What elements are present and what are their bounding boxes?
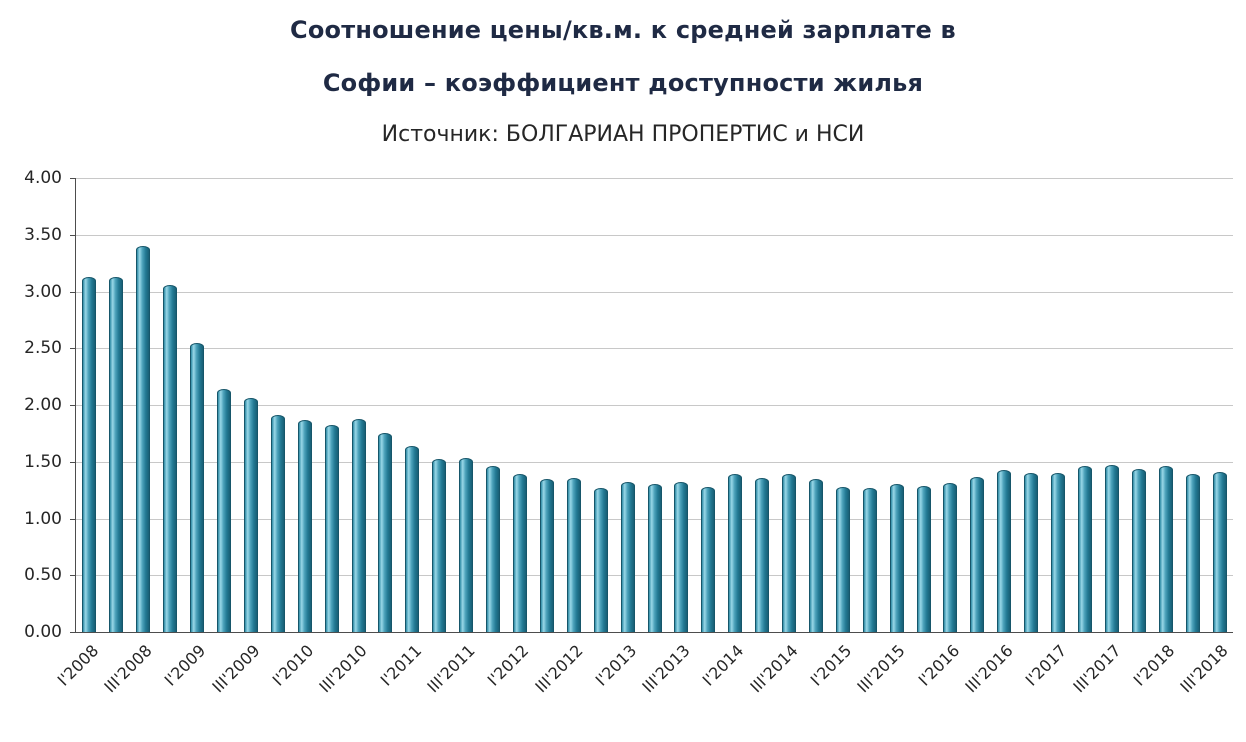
y-axis-tick [70, 575, 76, 576]
bar [459, 458, 474, 632]
x-axis-label: III'2017 [1069, 641, 1125, 697]
x-axis-label: III'2014 [746, 641, 802, 697]
x-axis-labels: I'2008 III'2008 I'2009 III'2009 I'2010 III'20… [53, 637, 1232, 737]
bar [593, 488, 608, 632]
x-axis-label: I'2012 [483, 641, 533, 690]
gridline [76, 348, 1233, 349]
bar [943, 483, 958, 632]
y-axis-label: 2.00 [24, 395, 62, 415]
chart-title-line1: Соотношение цены/кв.м. к средней зарплат… [290, 16, 956, 44]
bar [82, 277, 97, 632]
bar [782, 474, 797, 632]
bar [486, 466, 501, 632]
gridline [76, 292, 1233, 293]
y-axis-tick [70, 519, 76, 520]
bar [701, 487, 716, 632]
bar [647, 484, 662, 632]
y-axis-tick [70, 235, 76, 236]
bar [136, 246, 151, 632]
bar [216, 389, 231, 632]
y-axis-label: 1.00 [24, 509, 62, 529]
y-axis-labels: 0.00 0.50 1.00 1.50 2.00 2.50 3.00 3.50 4.00 [0, 168, 62, 642]
gridline [76, 405, 1233, 406]
gridline [76, 178, 1233, 179]
x-axis-label: III'2013 [638, 641, 694, 697]
x-axis-label: I'2017 [1021, 641, 1071, 690]
bar [1185, 474, 1200, 632]
x-axis-label: III'2012 [530, 641, 587, 697]
gridline [76, 462, 1233, 463]
x-axis-label: III'2008 [100, 641, 156, 697]
bar [1024, 473, 1039, 632]
y-axis-tick [70, 348, 76, 349]
bar [916, 486, 931, 632]
x-axis-label: I'2013 [591, 641, 641, 690]
y-axis-tick [70, 292, 76, 293]
chart-title-block: Соотношение цены/кв.м. к средней зарплат… [0, 16, 1246, 147]
bar [889, 484, 904, 632]
bar [970, 477, 985, 632]
x-axis-label: III'2009 [207, 641, 264, 697]
y-axis-tick [70, 632, 76, 633]
bar [163, 285, 178, 632]
bar [1104, 465, 1119, 632]
bar [297, 420, 312, 632]
bar [405, 446, 420, 632]
y-axis-label: 2.50 [24, 338, 62, 358]
x-axis-label: I'2015 [806, 641, 856, 690]
bar [1158, 466, 1173, 632]
x-axis-label: III'2018 [1176, 641, 1232, 697]
bar [674, 482, 689, 632]
x-axis-label: I'2009 [160, 641, 210, 690]
chart-title-line2: Софии – коэффициент доступности жилья [322, 69, 924, 97]
bar [835, 487, 850, 632]
plot-area [70, 178, 1233, 633]
bar [539, 479, 554, 632]
y-axis-label: 1.50 [24, 452, 62, 472]
x-axis-label: I'2016 [914, 641, 963, 690]
x-axis-label: I'2008 [53, 641, 102, 690]
y-axis-label: 0.00 [24, 622, 62, 642]
x-axis-label: III'2010 [315, 641, 371, 697]
bar [1051, 473, 1066, 632]
bar [512, 474, 527, 632]
y-axis-label: 4.00 [24, 168, 62, 188]
bar [862, 488, 877, 632]
x-axis-label: I'2014 [698, 641, 748, 690]
bar [1212, 472, 1227, 632]
y-axis-tick [70, 405, 76, 406]
bar [351, 419, 366, 632]
bar [755, 478, 770, 632]
bar [808, 479, 823, 632]
chart-source-line: Источник: БОЛГАРИАН ПРОПЕРТИС и НСИ [381, 122, 865, 147]
bar [243, 398, 258, 632]
x-axis-label: I'2018 [1129, 641, 1179, 690]
x-axis-label: I'2011 [376, 641, 425, 690]
bar [109, 277, 124, 632]
bar [190, 343, 205, 632]
y-axis-label: 3.50 [24, 225, 62, 245]
bar [1131, 469, 1146, 632]
y-axis-label: 3.00 [24, 282, 62, 302]
bar [1078, 466, 1092, 632]
bar [566, 478, 581, 632]
bar [620, 482, 635, 632]
x-axis-label: III'2011 [423, 641, 479, 697]
gridline [76, 235, 1233, 236]
y-axis-tick [70, 178, 76, 179]
bar [378, 433, 393, 632]
bar [432, 459, 447, 632]
bar [728, 474, 743, 632]
x-axis-label: I'2010 [268, 641, 318, 690]
x-axis-label: III'2016 [961, 641, 1017, 697]
y-axis-tick [70, 462, 76, 463]
y-axis-label: 0.50 [24, 565, 62, 585]
bar [997, 470, 1012, 632]
bar [324, 425, 339, 632]
x-axis-label: III'2015 [853, 641, 910, 697]
bar [270, 415, 285, 632]
